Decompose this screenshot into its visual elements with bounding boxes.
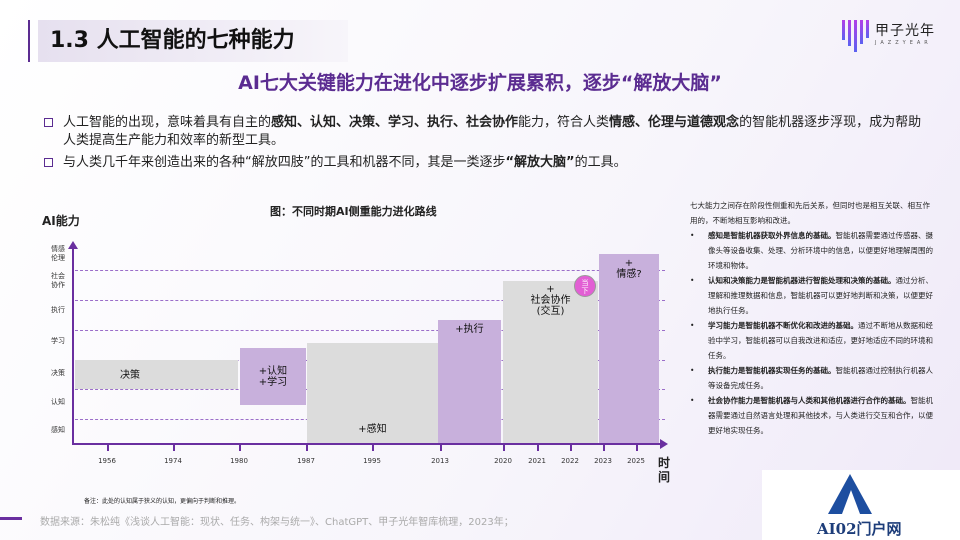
- grid-line: [75, 270, 665, 271]
- side-item: • 执行能力是智能机器实现任务的基础。智能机器通过控制执行机器人等设备完成任务。: [690, 363, 935, 393]
- bold-text: 感知、认知、决策、学习、执行、社会协作: [271, 115, 519, 130]
- side-item-text: 智能机器需要通过自然语言处理和其他技术，与人类进行交互和合作，以便更好地实现任务…: [708, 396, 933, 435]
- stage-label: 决策: [120, 370, 140, 381]
- logo-text: 甲子光年: [875, 23, 935, 39]
- y-axis: [72, 248, 74, 444]
- chart-note: 备注：此处的认知属于狭义的认知，更偏向于判断和推理。: [84, 498, 241, 505]
- stage-bar: [75, 360, 238, 389]
- x-tick-label: 2021: [528, 457, 546, 465]
- x-tick: [537, 443, 539, 451]
- stage-label: +认知 +学习: [258, 366, 288, 388]
- bullet-2: 与人类几千年来创造出来的各种“解放四肢”的工具和机器不同，其是一类逐步“解放大脑…: [44, 154, 924, 172]
- title-accent: [28, 20, 30, 62]
- y-axis-label: AI能力: [42, 214, 80, 228]
- page-title: 1.3 人工智能的七种能力: [38, 20, 348, 62]
- side-item-bold: 执行能力是智能机器实现任务的基础。: [708, 366, 836, 375]
- bullet-dot-icon: •: [690, 396, 695, 405]
- side-notes: 七大能力之间存在阶段性侧重和先后关系，但同时也是相互关联、相互作用的，不断地相互…: [690, 198, 935, 438]
- side-item: • 感知是智能机器获取外界信息的基础。智能机器需要通过传感器、摄像头等设备收集、处…: [690, 228, 935, 273]
- y-tick-label: 执行: [51, 306, 65, 314]
- x-axis-arrow-icon: [660, 439, 668, 449]
- x-tick-label: 2020: [494, 457, 512, 465]
- side-item-text: 通过分析、理解和推理数据和信息，智能机器可以更好地判断和决策，以便更好地执行任务…: [708, 276, 933, 315]
- x-tick-label: 1987: [297, 457, 315, 465]
- text: 的工具。: [574, 155, 627, 170]
- x-tick-label: 2013: [431, 457, 449, 465]
- x-tick-label: 2023: [594, 457, 612, 465]
- side-item-text: 智能机器需要通过传感器、摄像头等设备收集、处理、分析环境中的信息，以便更好地理解…: [708, 231, 933, 270]
- y-tick-label: 学习: [51, 337, 65, 345]
- side-item-bold: 感知是智能机器获取外界信息的基础。: [708, 231, 836, 240]
- x-axis: [72, 443, 662, 445]
- side-item: • 认知和决策能力是智能机器进行智能处理和决策的基础。通过分析、理解和推理数据和信…: [690, 273, 935, 318]
- bold-text: 情感、伦理与道德观念: [609, 115, 740, 130]
- bullet-dot-icon: •: [690, 321, 695, 330]
- bullet-square-icon: [44, 158, 53, 167]
- watermark-logo: AI02门户网: [762, 470, 960, 540]
- x-tick: [173, 443, 175, 451]
- x-tick-label: 1974: [164, 457, 182, 465]
- y-tick-label: 决策: [51, 369, 65, 377]
- bullet-1: 人工智能的出现，意味着具有自主的感知、认知、决策、学习、执行、社会协作能力，符合…: [44, 114, 924, 150]
- x-tick: [239, 443, 241, 451]
- now-marker: 当 下: [574, 275, 596, 297]
- side-intro: 七大能力之间存在阶段性侧重和先后关系，但同时也是相互关联、相互作用的，不断地相互…: [690, 201, 930, 225]
- x-tick: [107, 443, 109, 451]
- x-tick: [636, 443, 638, 451]
- text: 人工智能的出现，意味着具有自主的: [63, 115, 272, 130]
- stage-bar: [438, 320, 501, 443]
- grid-line: [75, 300, 665, 301]
- side-item-text: 智能机器通过控制执行机器人等设备完成任务。: [708, 366, 933, 390]
- side-item: • 社会协作能力是智能机器与人类和其他机器进行合作的基础。智能机器需要通过自然语言…: [690, 393, 935, 438]
- x-tick-label: 2022: [561, 457, 579, 465]
- stage-label: +感知: [358, 424, 387, 435]
- stage-bar: [503, 281, 598, 443]
- bold-text: “解放大脑”: [505, 155, 575, 170]
- chart-title: 图：不同时期AI侧重能力进化路线: [270, 205, 437, 218]
- subtitle: AI七大关键能力在进化中逐步扩展累积，逐步“解放大脑”: [238, 72, 722, 94]
- watermark-text: AI02门户网: [817, 520, 902, 538]
- logo: 甲子光年 JAZZYEAR: [842, 20, 935, 52]
- y-tick-label: 感知: [51, 426, 65, 434]
- y-tick-label: 社会 协作: [51, 272, 65, 289]
- x-tick: [503, 443, 505, 451]
- stage-bar: [599, 254, 659, 443]
- x-tick: [372, 443, 374, 451]
- side-item-text: 通过不断地从数据和经验中学习，智能机器可以自我改进和适应，更好地适应不同的环境和…: [708, 321, 933, 360]
- x-tick: [440, 443, 442, 451]
- logo-sub: JAZZYEAR: [875, 40, 932, 46]
- bullet-dot-icon: •: [690, 366, 695, 375]
- source-accent: [0, 517, 22, 520]
- x-tick-label: 1995: [363, 457, 381, 465]
- text: 与人类几千年来创造出来的各种“解放四肢”的工具和机器不同，其是一类逐步: [63, 155, 506, 170]
- x-tick: [306, 443, 308, 451]
- x-axis-label: 时间: [658, 456, 671, 484]
- y-axis-arrow-icon: [68, 241, 78, 249]
- data-source: 数据来源：朱松纯《浅谈人工智能：现状、任务、构架与统一》、ChatGPT、甲子光…: [40, 517, 514, 528]
- bullet-dot-icon: •: [690, 231, 695, 240]
- logo-icon: [842, 20, 869, 52]
- side-item-bold: 认知和决策能力是智能机器进行智能处理和决策的基础。: [708, 276, 896, 285]
- x-tick-label: 2025: [627, 457, 645, 465]
- stage-bar: [307, 343, 438, 443]
- stage-bar: [240, 348, 306, 405]
- stage-label: +执行: [455, 324, 484, 335]
- x-tick: [570, 443, 572, 451]
- bullet-dot-icon: •: [690, 276, 695, 285]
- grid-line: [75, 330, 665, 331]
- side-item: • 学习能力是智能机器不断优化和改进的基础。通过不断地从数据和经验中学习，智能机器…: [690, 318, 935, 363]
- side-item-bold: 社会协作能力是智能机器与人类和其他机器进行合作的基础。: [708, 396, 911, 405]
- x-tick-label: 1956: [98, 457, 116, 465]
- x-tick-label: 1980: [230, 457, 248, 465]
- y-tick-label: 情感 伦理: [51, 245, 65, 262]
- side-item-bold: 学习能力是智能机器不断优化和改进的基础。: [708, 321, 858, 330]
- stage-label: + 情感?: [616, 258, 642, 280]
- stage-label: + 社会协作 (交互): [530, 284, 571, 317]
- bullet-square-icon: [44, 118, 53, 127]
- y-tick-label: 认知: [51, 398, 65, 406]
- text: 能力，符合人类: [518, 115, 610, 130]
- x-tick: [603, 443, 605, 451]
- text: 的智能机器逐步浮现，成为帮助人类提高生产能力和效率的新型工具。: [63, 115, 922, 148]
